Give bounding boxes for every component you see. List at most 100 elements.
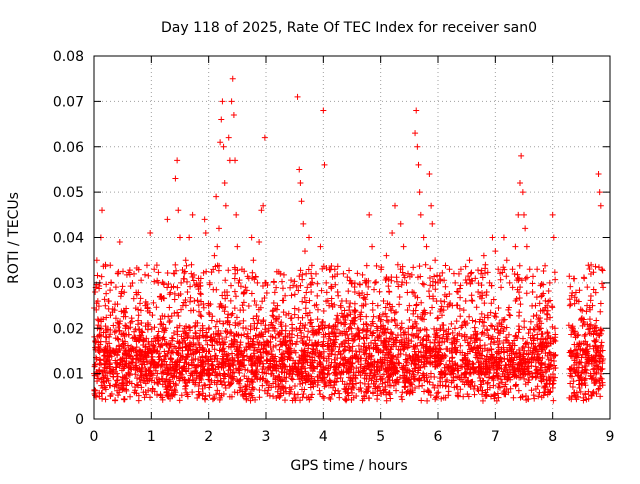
band-point [150,362,157,369]
band-point [584,284,591,291]
band-point [453,318,460,325]
band-point [429,304,436,311]
data-point [113,370,120,377]
band-point [396,293,403,300]
band-point [222,304,229,311]
band-point [236,277,243,284]
band-point [153,262,160,269]
band-point [192,341,199,348]
band-point [382,276,389,283]
band-point [467,334,474,341]
band-point [577,306,584,313]
band-point [167,356,174,363]
band-point [379,349,386,356]
data-point [489,234,496,241]
band-point [437,325,444,332]
band-point [466,313,473,320]
band-point [509,346,516,353]
band-point [128,318,135,325]
band-point [231,338,238,345]
band-point [403,335,410,342]
data-point [224,288,231,295]
band-point [173,267,180,274]
data-point [516,180,523,187]
band-point [334,263,341,270]
band-point [264,357,271,364]
data-point [268,347,275,354]
band-point [115,336,122,343]
band-point [328,284,335,291]
band-point [388,368,395,375]
data-point [519,189,526,196]
band-point [546,375,553,382]
band-point [371,337,378,344]
data-point [518,152,525,159]
data-point [280,361,287,368]
data-point [226,157,233,164]
band-point [155,354,162,361]
data-point [194,347,201,354]
band-point [300,351,307,358]
band-point [496,337,503,344]
band-point [213,318,220,325]
x-tick-label: 4 [319,429,328,445]
band-point [360,334,367,341]
band-point [500,325,507,332]
band-point [568,365,575,372]
band-point [226,321,233,328]
band-point [287,388,294,395]
band-point [93,355,100,362]
band-point [145,338,152,345]
band-point [599,347,606,354]
band-point [399,279,406,286]
band-point [597,308,604,315]
band-point [337,360,344,367]
band-point [283,342,290,349]
band-point [133,344,140,351]
band-point [310,331,317,338]
band-point [347,300,354,307]
band-point [402,362,409,369]
band-point [542,383,549,390]
band-point [431,273,438,280]
band-point [291,391,298,398]
band-point [400,329,407,336]
band-point [471,337,478,344]
band-point [467,270,474,277]
band-point [571,275,578,282]
data-point [452,279,459,286]
band-point [565,322,572,329]
band-point [161,336,168,343]
band-point [116,345,123,352]
data-point [463,279,470,286]
band-point [163,340,170,347]
band-point [473,352,480,359]
band-point [250,350,257,357]
data-point [598,266,605,273]
band-point [114,301,121,308]
band-point [569,384,576,391]
band-point [98,273,105,280]
band-point [545,298,552,305]
band-point [404,289,411,296]
data-point [314,316,321,323]
band-point [569,289,576,296]
band-point [132,364,139,371]
band-point [405,325,412,332]
band-point [225,379,232,386]
band-point [190,334,197,341]
band-point [484,365,491,372]
band-point [127,319,134,326]
band-point [127,346,134,353]
data-point [177,234,183,241]
band-point [251,353,258,360]
band-point [442,283,449,290]
band-point [306,309,313,316]
band-point [272,342,279,349]
band-point [201,366,208,373]
band-point [459,364,466,371]
band-point [379,380,386,387]
band-point [498,321,505,328]
data-point [184,288,191,295]
band-point [336,394,343,401]
